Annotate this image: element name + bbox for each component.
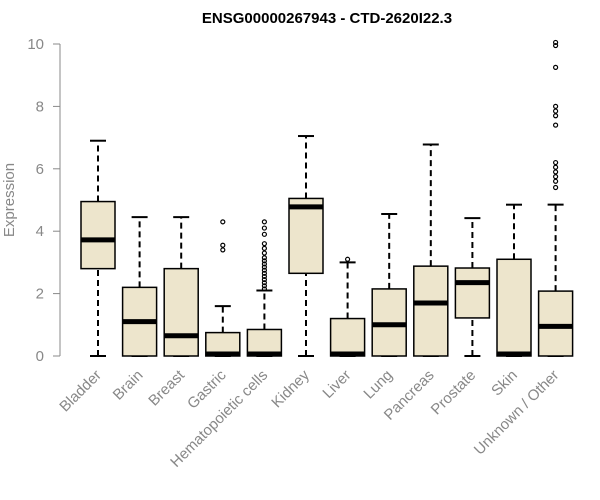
outlier-point — [552, 64, 559, 71]
outlier-point — [261, 225, 267, 231]
outlier-point — [220, 219, 226, 225]
box-group — [80, 139, 116, 357]
outlier-point — [552, 42, 559, 49]
box-iqr — [80, 200, 116, 270]
outlier-point — [261, 283, 267, 289]
x-tick-label: Liver — [319, 367, 354, 402]
outlier-point — [552, 113, 559, 119]
box-group — [288, 135, 324, 357]
outlier-point — [552, 39, 559, 46]
box-iqr — [288, 197, 324, 275]
outlier-point — [261, 258, 267, 264]
y-tick-label: 0 — [36, 348, 44, 365]
outlier-point — [261, 280, 267, 286]
outlier-point — [552, 169, 559, 175]
outlier-point — [261, 270, 267, 276]
box-group — [537, 39, 574, 357]
outlier-point — [261, 255, 267, 261]
y-tick-label: 4 — [36, 223, 44, 240]
box-series — [80, 39, 574, 357]
box-iqr — [413, 265, 449, 357]
outlier-point — [552, 108, 559, 114]
box-group — [205, 219, 241, 357]
x-tick-label: Kidney — [268, 366, 313, 411]
y-tick-label: 8 — [36, 98, 44, 115]
chart-title: ENSG00000267943 - CTD-2620I22.3 — [202, 10, 452, 27]
y-tick-label: 2 — [36, 286, 44, 303]
outlier-point — [261, 219, 267, 225]
outlier-point — [552, 184, 559, 191]
outlier-point — [261, 250, 267, 256]
x-tick-label: Brain — [110, 367, 147, 404]
box-group — [246, 219, 283, 357]
outlier-point — [261, 261, 267, 267]
outlier-point — [552, 178, 559, 184]
outlier-point — [261, 276, 267, 283]
box-group — [163, 216, 199, 357]
outlier-point — [220, 247, 226, 253]
outlier-point — [552, 159, 559, 166]
box-group — [371, 213, 407, 357]
outlier-point — [552, 122, 559, 128]
box-group — [121, 216, 158, 357]
outlier-point — [552, 103, 559, 110]
box-iqr — [454, 267, 491, 319]
outlier-point — [552, 164, 559, 170]
box-iqr — [496, 258, 532, 357]
outlier-point — [261, 241, 267, 247]
box-group — [496, 203, 532, 357]
y-axis-label: Expression — [1, 163, 18, 237]
outlier-point — [552, 174, 559, 180]
outlier-point — [261, 245, 267, 251]
box-iqr — [329, 317, 366, 357]
box-group — [413, 143, 449, 357]
x-tick-label: Breast — [145, 366, 188, 409]
outlier-point — [261, 267, 267, 273]
box-iqr — [537, 290, 574, 357]
outlier-point — [261, 273, 267, 280]
outlier-point — [261, 264, 267, 270]
outlier-point — [261, 286, 267, 292]
y-tick-label: 6 — [36, 161, 44, 178]
outlier-point — [220, 242, 226, 248]
outlier-point — [261, 231, 267, 237]
box-group — [329, 256, 366, 357]
x-tick-label: Bladder — [56, 367, 105, 416]
x-tick-label: Lung — [360, 367, 396, 403]
x-tick-label: Skin — [488, 367, 521, 400]
box-iqr — [163, 267, 199, 357]
y-axis: 0 2 4 6 8 10 — [27, 36, 61, 365]
x-tick-label: Prostate — [428, 367, 480, 419]
outlier-point — [345, 256, 351, 262]
box-group — [454, 217, 491, 357]
y-tick-label: 10 — [27, 36, 44, 53]
